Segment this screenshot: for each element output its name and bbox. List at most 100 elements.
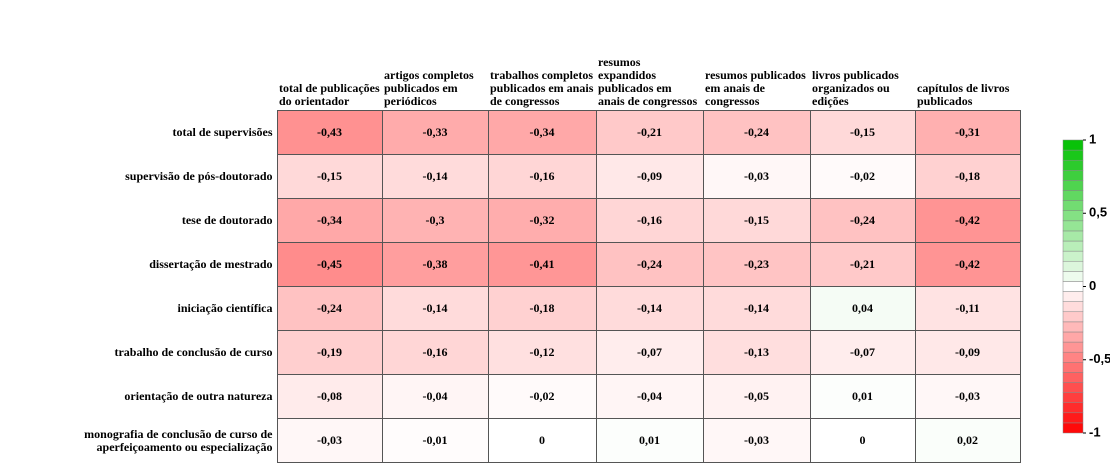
- colorbar-segment: [1062, 392, 1084, 403]
- cell: -0,3: [381, 198, 489, 243]
- cell: -0,32: [487, 198, 597, 243]
- cell: -0,01: [381, 418, 489, 463]
- colorbar-segment: [1062, 170, 1084, 181]
- colorbar-tick-label: -0,5: [1089, 351, 1110, 366]
- cell: 0,01: [595, 418, 704, 463]
- cell: -0,09: [914, 330, 1021, 375]
- cell: -0,15: [702, 198, 811, 243]
- cell: 0: [809, 418, 916, 463]
- colorbar-segment: [1062, 311, 1084, 323]
- cell: -0,12: [487, 330, 597, 375]
- colorbar-tick-label: 0: [1089, 278, 1096, 293]
- row-label: dissertação de mestrado: [0, 242, 278, 287]
- colorbar-segment: [1062, 210, 1084, 222]
- colorbar-segment: [1062, 159, 1084, 171]
- cell: -0,42: [914, 198, 1021, 243]
- row: trabalho de conclusão de curso -0,19 -0,16…: [0, 330, 1021, 375]
- cell: -0,45: [276, 242, 383, 287]
- colorbar: -1 -0,5 0 0,5 1: [1062, 131, 1110, 439]
- colorbar-segment: [1062, 382, 1084, 393]
- row: supervisão de pós-doutorado -0,15 -0,14 -0,…: [0, 154, 1021, 199]
- cell: -0,05: [702, 374, 811, 419]
- row-label: monografia de conclusão de curso de aper…: [0, 418, 278, 463]
- cell: -0,24: [276, 286, 383, 331]
- colorbar-segment: [1062, 200, 1084, 211]
- cell: -0,02: [809, 154, 916, 199]
- colorbar-segment: [1062, 180, 1084, 191]
- column-label: artigos completos publicados em periódic…: [384, 68, 474, 108]
- cell: -0,14: [595, 286, 704, 331]
- cell: -0,43: [276, 110, 383, 155]
- column-label: resumos expandidos publicados em anais d…: [598, 55, 698, 108]
- cell: -0,18: [487, 286, 597, 331]
- cell: -0,18: [914, 154, 1021, 199]
- cell: -0,24: [809, 198, 916, 243]
- cell: -0,13: [702, 330, 811, 375]
- colorbar-segment: [1062, 341, 1084, 353]
- row: tese de doutorado -0,34 -0,3 -0,32 -0,16 -0,1…: [0, 198, 1021, 243]
- cell: -0,31: [914, 110, 1021, 155]
- row: iniciação científica -0,24 -0,14 -0,18 -0,14…: [0, 286, 1021, 331]
- row-label: supervisão de pós-doutorado: [0, 154, 278, 199]
- cell: -0,03: [276, 418, 383, 463]
- colorbar-segment: [1062, 291, 1084, 302]
- colorbar-segment: [1062, 372, 1084, 383]
- cell: -0,16: [487, 154, 597, 199]
- cell: -0,34: [276, 198, 383, 243]
- column-label: capítulos de livros publicados: [917, 81, 1010, 108]
- colorbar-segment: [1062, 281, 1084, 292]
- cell: -0,11: [914, 286, 1021, 331]
- colorbar-segment: [1062, 331, 1084, 343]
- cell: -0,15: [276, 154, 383, 199]
- table-body: total de supervisões -0,43 -0,33 -0,34 -0,21…: [0, 110, 1021, 463]
- cell: -0,23: [702, 242, 811, 287]
- colorbar-tick-label: 1: [1089, 131, 1096, 146]
- colorbar-segment: [1062, 149, 1084, 161]
- cell: -0,19: [276, 330, 383, 375]
- row-label: orientação de outra natureza: [0, 374, 278, 419]
- colorbar-segment: [1062, 412, 1084, 424]
- column-label: livros publicados organizados ou edições: [812, 68, 899, 108]
- colorbar-segment: [1062, 422, 1084, 434]
- cell: -0,24: [595, 242, 704, 287]
- colorbar-segment: [1062, 260, 1084, 272]
- colorbar-segment: [1062, 321, 1084, 333]
- row: monografia de conclusão de curso de aper…: [0, 418, 1021, 463]
- cell: -0,14: [381, 154, 489, 199]
- colorbar-segment: [1062, 230, 1084, 242]
- colorbar-segment: [1062, 139, 1084, 151]
- colorbar-segment: [1062, 351, 1084, 363]
- cell: -0,38: [381, 242, 489, 287]
- column-label: trabalhos completos publicados em anais …: [490, 68, 594, 108]
- cell: 0,04: [809, 286, 916, 331]
- cell: -0,09: [595, 154, 704, 199]
- colorbar-segment: [1062, 240, 1084, 252]
- colorbar-segment: [1062, 250, 1084, 262]
- cell: -0,03: [702, 154, 811, 199]
- row-label: trabalho de conclusão de curso: [0, 330, 278, 375]
- cell: -0,04: [595, 374, 704, 419]
- colorbar-tick-label: 0,5: [1089, 205, 1107, 220]
- cell: -0,16: [595, 198, 704, 243]
- cell: 0,02: [914, 418, 1021, 463]
- row-label: total de supervisões: [0, 110, 278, 155]
- colorbar-tick-label: -1: [1089, 424, 1101, 439]
- header-row: total de publicações do orientador artigo…: [0, 0, 1020, 111]
- cell: -0,41: [487, 242, 597, 287]
- cell: -0,07: [809, 330, 916, 375]
- cell: -0,04: [381, 374, 489, 419]
- corner: [0, 0, 277, 111]
- colorbar-segment: [1062, 301, 1084, 313]
- column-label: resumos publicados em anais de congresso…: [705, 68, 806, 108]
- row: dissertação de mestrado -0,45 -0,38 -0,41 -0…: [0, 242, 1021, 287]
- cell: -0,33: [381, 110, 489, 155]
- cell: -0,21: [809, 242, 916, 287]
- row: orientação de outra natureza -0,08 -0,04 -0…: [0, 374, 1021, 419]
- cell: -0,16: [381, 330, 489, 375]
- colorbar-segment: [1062, 402, 1084, 414]
- row: total de supervisões -0,43 -0,33 -0,34 -0,21…: [0, 110, 1021, 155]
- cell: -0,08: [276, 374, 383, 419]
- cell: -0,15: [809, 110, 916, 155]
- cell: -0,07: [595, 330, 704, 375]
